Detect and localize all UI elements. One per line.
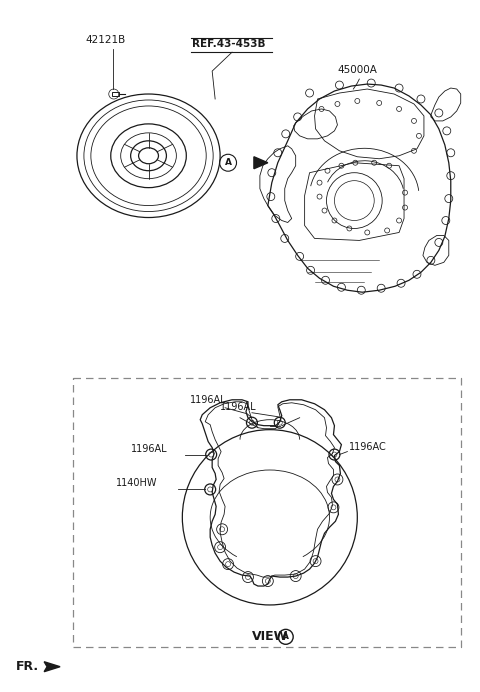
Text: 1196AL: 1196AL xyxy=(190,394,227,405)
Text: 1196AL: 1196AL xyxy=(131,444,167,453)
Text: 45000A: 45000A xyxy=(337,65,377,75)
Text: REF.43-453B: REF.43-453B xyxy=(192,39,266,49)
Text: A: A xyxy=(282,632,289,641)
Text: VIEW: VIEW xyxy=(252,630,288,644)
Polygon shape xyxy=(44,662,60,672)
Text: 1140HW: 1140HW xyxy=(116,478,157,489)
Text: 1196AC: 1196AC xyxy=(349,441,387,452)
Polygon shape xyxy=(254,157,268,169)
Text: A: A xyxy=(225,158,231,167)
Text: 42121B: 42121B xyxy=(86,35,126,45)
Text: 1196AL: 1196AL xyxy=(220,402,257,412)
Bar xyxy=(73,378,461,647)
Text: FR.: FR. xyxy=(16,660,39,673)
